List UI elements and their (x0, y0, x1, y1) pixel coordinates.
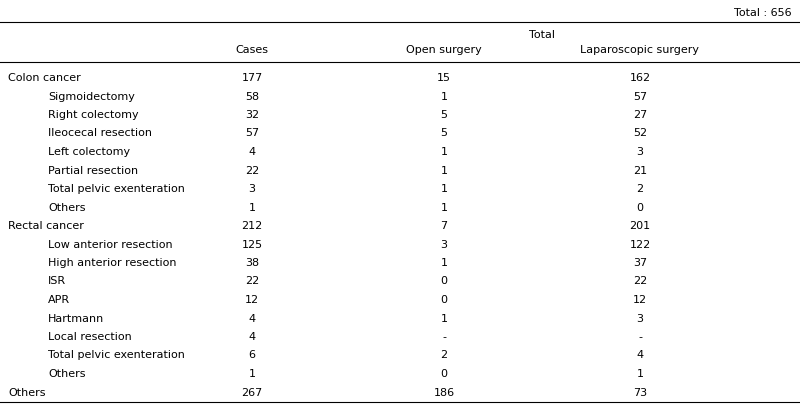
Text: 1: 1 (637, 369, 643, 379)
Text: 0: 0 (441, 295, 447, 305)
Text: Left colectomy: Left colectomy (48, 147, 130, 157)
Text: 5: 5 (441, 129, 447, 138)
Text: Rectal cancer: Rectal cancer (8, 221, 84, 231)
Text: 212: 212 (242, 221, 262, 231)
Text: -: - (638, 332, 642, 342)
Text: 57: 57 (245, 129, 259, 138)
Text: 162: 162 (630, 73, 650, 83)
Text: 37: 37 (633, 258, 647, 268)
Text: 1: 1 (249, 203, 255, 213)
Text: 32: 32 (245, 110, 259, 120)
Text: 267: 267 (242, 388, 262, 398)
Text: 38: 38 (245, 258, 259, 268)
Text: Hartmann: Hartmann (48, 314, 104, 323)
Text: Total pelvic exenteration: Total pelvic exenteration (48, 184, 185, 194)
Text: Total pelvic exenteration: Total pelvic exenteration (48, 351, 185, 360)
Text: 122: 122 (630, 239, 650, 250)
Text: 1: 1 (441, 314, 447, 323)
Text: Right colectomy: Right colectomy (48, 110, 138, 120)
Text: 73: 73 (633, 388, 647, 398)
Text: 186: 186 (434, 388, 454, 398)
Text: 21: 21 (633, 166, 647, 176)
Text: 1: 1 (441, 203, 447, 213)
Text: 57: 57 (633, 91, 647, 101)
Text: 52: 52 (633, 129, 647, 138)
Text: 4: 4 (249, 332, 255, 342)
Text: Total : 656: Total : 656 (734, 8, 792, 18)
Text: 5: 5 (441, 110, 447, 120)
Text: 0: 0 (441, 369, 447, 379)
Text: Others: Others (8, 388, 46, 398)
Text: 0: 0 (637, 203, 643, 213)
Text: 58: 58 (245, 91, 259, 101)
Text: 27: 27 (633, 110, 647, 120)
Text: Cases: Cases (235, 45, 269, 55)
Text: ISR: ISR (48, 276, 66, 286)
Text: Low anterior resection: Low anterior resection (48, 239, 173, 250)
Text: 12: 12 (633, 295, 647, 305)
Text: 0: 0 (441, 276, 447, 286)
Text: 4: 4 (249, 147, 255, 157)
Text: 4: 4 (249, 314, 255, 323)
Text: 1: 1 (441, 184, 447, 194)
Text: 3: 3 (249, 184, 255, 194)
Text: Others: Others (48, 203, 86, 213)
Text: 2: 2 (637, 184, 643, 194)
Text: 125: 125 (242, 239, 262, 250)
Text: 22: 22 (633, 276, 647, 286)
Text: -: - (442, 332, 446, 342)
Text: Partial resection: Partial resection (48, 166, 138, 176)
Text: 2: 2 (441, 351, 447, 360)
Text: 3: 3 (441, 239, 447, 250)
Text: 1: 1 (249, 369, 255, 379)
Text: Total: Total (529, 30, 555, 40)
Text: 1: 1 (441, 258, 447, 268)
Text: 6: 6 (249, 351, 255, 360)
Text: APR: APR (48, 295, 70, 305)
Text: 201: 201 (630, 221, 650, 231)
Text: Sigmoidectomy: Sigmoidectomy (48, 91, 135, 101)
Text: 15: 15 (437, 73, 451, 83)
Text: Ileocecal resection: Ileocecal resection (48, 129, 152, 138)
Text: 22: 22 (245, 276, 259, 286)
Text: Open surgery: Open surgery (406, 45, 482, 55)
Text: 7: 7 (441, 221, 447, 231)
Text: 22: 22 (245, 166, 259, 176)
Text: High anterior resection: High anterior resection (48, 258, 177, 268)
Text: 1: 1 (441, 91, 447, 101)
Text: 3: 3 (637, 314, 643, 323)
Text: Colon cancer: Colon cancer (8, 73, 81, 83)
Text: 1: 1 (441, 147, 447, 157)
Text: Local resection: Local resection (48, 332, 132, 342)
Text: Laparoscopic surgery: Laparoscopic surgery (581, 45, 699, 55)
Text: 12: 12 (245, 295, 259, 305)
Text: 177: 177 (242, 73, 262, 83)
Text: Others: Others (48, 369, 86, 379)
Text: 1: 1 (441, 166, 447, 176)
Text: 4: 4 (637, 351, 643, 360)
Text: 3: 3 (637, 147, 643, 157)
